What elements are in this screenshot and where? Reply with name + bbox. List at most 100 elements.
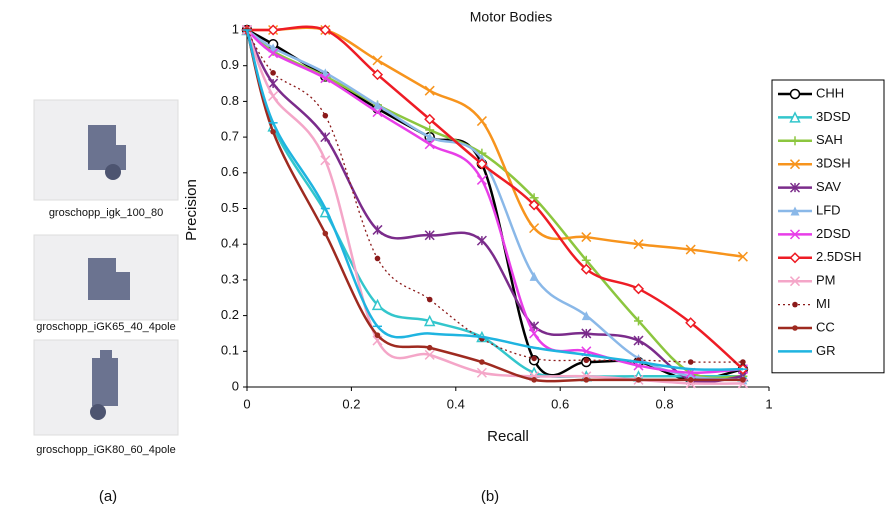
marker [792, 301, 798, 308]
marker-part [476, 116, 487, 127]
marker-part [740, 377, 746, 383]
y-tick-label: 0.5 [221, 200, 239, 215]
marker [320, 73, 331, 84]
legend-label: 2.5DSH [816, 249, 862, 264]
marker-part [423, 314, 436, 327]
marker-part [740, 359, 746, 365]
marker-part [374, 332, 381, 339]
y-tick-label: 0.3 [221, 271, 239, 286]
marker-part [531, 377, 537, 383]
marker [529, 328, 540, 339]
marker [479, 359, 485, 365]
thumbnails: groschopp_igk_100_80 groschopp_iGK65_40_… [33, 99, 499, 505]
marker [580, 263, 592, 275]
marker-part [372, 107, 383, 118]
caption: (b) [481, 488, 499, 505]
marker [789, 88, 801, 100]
marker [583, 377, 590, 383]
marker-part [479, 359, 485, 365]
legend-label: SAV [816, 179, 841, 194]
model-shape [88, 125, 126, 170]
marker [687, 377, 694, 383]
marker-part [424, 349, 435, 360]
y-tick-label: 0.6 [221, 164, 239, 179]
y-tick-label: 0 [232, 378, 239, 393]
marker [528, 199, 540, 211]
marker [531, 377, 537, 383]
marker [634, 316, 643, 326]
legend-label: LFD [816, 202, 841, 217]
marker [371, 69, 384, 81]
marker [267, 24, 279, 36]
marker [319, 24, 331, 36]
marker-part [529, 223, 540, 234]
marker [322, 230, 329, 237]
marker-part [581, 232, 592, 243]
marker [529, 223, 540, 234]
marker [320, 155, 331, 166]
marker-part [633, 239, 644, 250]
marker [685, 244, 696, 255]
marker [424, 113, 436, 125]
marker [476, 158, 488, 170]
marker-part [426, 296, 433, 303]
marker-part [792, 325, 798, 331]
chart-title: Motor Bodies [470, 9, 552, 25]
y-tick-label: 0.9 [221, 57, 239, 72]
marker [581, 232, 592, 243]
series-line [245, 29, 743, 371]
marker [372, 107, 383, 118]
marker-part [319, 24, 331, 36]
marker [268, 78, 279, 89]
model-label: groschopp_iGK80_60_4pole [36, 444, 175, 456]
marker-part [581, 311, 591, 321]
marker [789, 229, 801, 240]
marker-part [737, 378, 748, 389]
marker [633, 335, 644, 346]
caption: (a) [99, 488, 117, 505]
marker-part [580, 263, 592, 275]
marker-part [789, 276, 801, 287]
marker-part [371, 298, 384, 311]
marker [371, 298, 384, 311]
marker-part [789, 229, 801, 240]
legend-label: PM [816, 273, 836, 288]
legend-label: 3DSH [816, 156, 851, 171]
model-shape [105, 164, 121, 180]
marker-part [374, 255, 381, 262]
marker [424, 139, 435, 150]
marker [632, 283, 645, 295]
model-shape [88, 258, 130, 300]
marker-part [476, 367, 487, 378]
legend-label: SAH [816, 132, 843, 147]
marker-part [373, 100, 382, 110]
x-tick-label: 0.8 [656, 396, 674, 411]
legend-label: 3DSD [816, 109, 851, 124]
marker-part [685, 244, 696, 255]
marker [635, 377, 642, 383]
marker-part [426, 344, 433, 351]
marker [792, 325, 798, 331]
series-line [245, 29, 743, 383]
marker [583, 357, 590, 364]
legend-label: GR [816, 343, 836, 358]
marker [687, 359, 694, 365]
model-label: groschopp_iGK65_40_4pole [36, 321, 175, 333]
marker [790, 136, 800, 146]
marker [374, 332, 381, 339]
marker-part [529, 271, 539, 281]
marker-part [270, 128, 276, 135]
marker-part [268, 91, 279, 102]
marker [529, 271, 539, 281]
marker-part [320, 73, 331, 84]
series-line [247, 26, 744, 258]
marker-part [424, 113, 436, 125]
x-tick-label: 1 [765, 396, 772, 411]
marker-part [687, 377, 694, 383]
y-tick-label: 0.1 [221, 343, 239, 358]
x-tick-label: 0 [243, 396, 250, 411]
series-line [246, 29, 743, 375]
marker [424, 85, 435, 96]
marker [685, 317, 697, 329]
